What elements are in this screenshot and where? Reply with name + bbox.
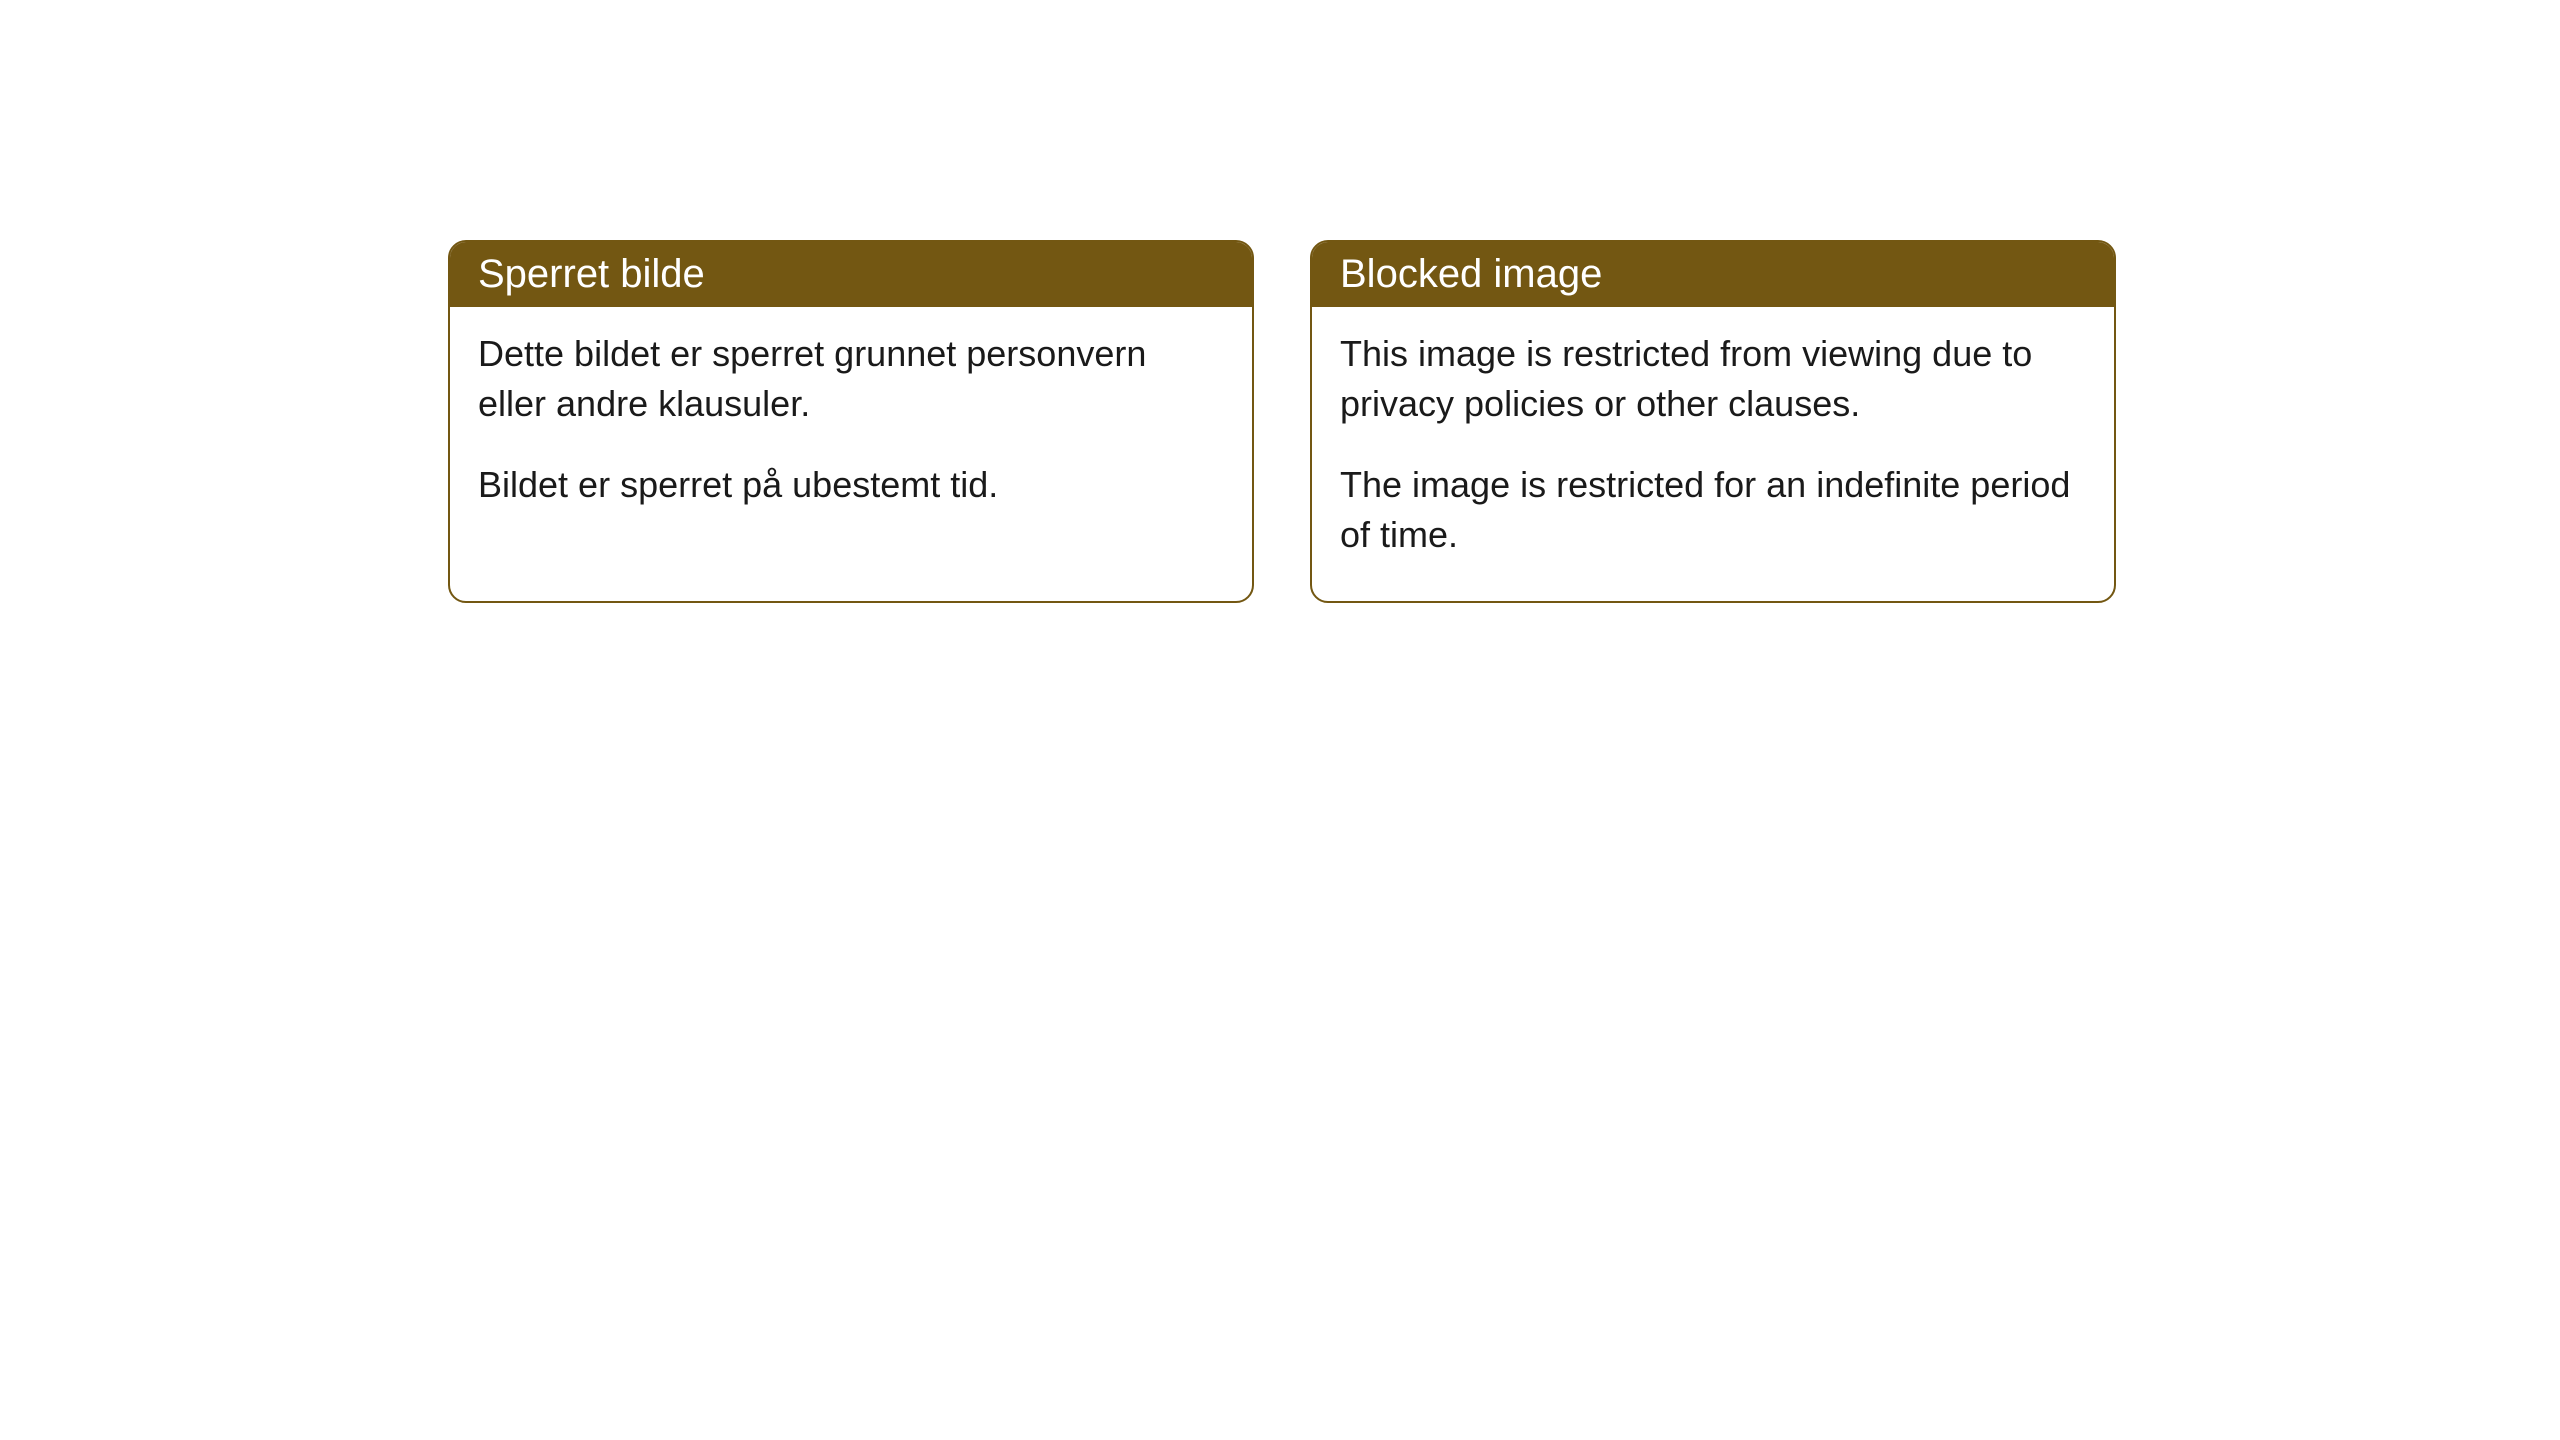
- notice-container: Sperret bilde Dette bildet er sperret gr…: [448, 240, 2560, 603]
- card-header: Blocked image: [1312, 242, 2114, 307]
- notice-card-english: Blocked image This image is restricted f…: [1310, 240, 2116, 603]
- card-paragraph: Bildet er sperret på ubestemt tid.: [478, 460, 1224, 510]
- card-header: Sperret bilde: [450, 242, 1252, 307]
- card-title: Sperret bilde: [478, 252, 705, 296]
- card-title: Blocked image: [1340, 252, 1602, 296]
- card-paragraph: Dette bildet er sperret grunnet personve…: [478, 329, 1224, 430]
- card-paragraph: This image is restricted from viewing du…: [1340, 329, 2086, 430]
- card-body: This image is restricted from viewing du…: [1312, 307, 2114, 601]
- notice-card-norwegian: Sperret bilde Dette bildet er sperret gr…: [448, 240, 1254, 603]
- card-body: Dette bildet er sperret grunnet personve…: [450, 307, 1252, 550]
- card-paragraph: The image is restricted for an indefinit…: [1340, 460, 2086, 561]
